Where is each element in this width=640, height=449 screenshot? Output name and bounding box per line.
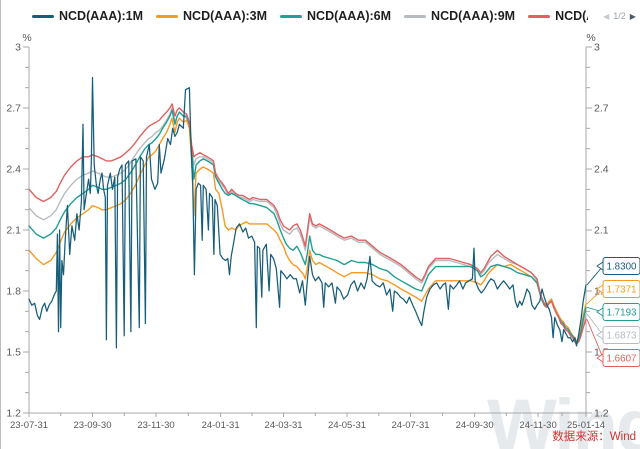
legend-label-ncd-1y-truncated: NCD(A <box>555 9 588 23</box>
y-tick-label-left: 2.7 <box>6 103 21 115</box>
end-value-notch-ncd-aaa-9m <box>596 330 604 340</box>
x-tick-label: 23-09-30 <box>73 420 111 431</box>
series-line-ncd-aaa-1y <box>28 103 587 345</box>
end-value-notch-ncd-aaa-3m <box>596 284 604 294</box>
legend-next-page-icon[interactable]: ▶ <box>629 11 636 21</box>
end-value-notch-ncd-aaa-1m <box>596 261 604 271</box>
legend-swatch-ncd-1m-icon <box>32 14 54 18</box>
y-tick-label-right: 2.7 <box>594 103 609 115</box>
legend-item-ncd-1m[interactable]: NCD(AAA):1M <box>32 9 143 23</box>
legend-swatch-ncd-6m-icon <box>280 14 303 18</box>
y-tick-label-left: 3 <box>15 42 21 54</box>
end-value-text-ncd-aaa-3m: 1.7371 <box>607 285 637 296</box>
x-tick-label: 24-03-31 <box>265 420 303 431</box>
legend-swatch-ncd-9m-icon <box>404 14 427 18</box>
legend-label-ncd-1m: NCD(AAA):1M <box>59 9 144 23</box>
legend-pager: ◀ 1/2 ▶ <box>603 11 636 21</box>
end-value-text-ncd-aaa-6m: 1.7193 <box>607 308 638 319</box>
y-tick-label-left: 1.8 <box>6 286 21 298</box>
legend-label-ncd-6m: NCD(AAA):6M <box>307 9 392 23</box>
x-tick-label: 24-09-30 <box>456 420 494 431</box>
legend-label-ncd-9m: NCD(AAA):9M <box>431 9 516 23</box>
y-tick-label-left: 1.2 <box>6 408 21 420</box>
unit-label-right: % <box>586 32 595 44</box>
y-tick-label-right: 2.4 <box>594 164 609 176</box>
legend-prev-page-icon[interactable]: ◀ <box>603 11 610 21</box>
y-tick-label-left: 1.5 <box>6 347 21 359</box>
x-tick-label: 25-01-14 <box>567 420 605 431</box>
legend-item-ncd-1y[interactable]: NCD(A <box>528 9 588 23</box>
end-value-text-ncd-aaa-1y: 1.6607 <box>607 354 637 365</box>
unit-label-left: % <box>22 32 31 44</box>
x-tick-label: 23-07-31 <box>10 420 48 431</box>
series-line-ncd-aaa-6m <box>28 109 587 343</box>
end-label-leader-ncd-aaa-1y <box>586 319 604 359</box>
legend-swatch-ncd-1y-icon <box>528 14 551 18</box>
x-tick-label: 24-05-31 <box>328 420 366 431</box>
end-value-notch-ncd-aaa-1y <box>596 353 604 363</box>
end-value-text-ncd-aaa-9m: 1.6873 <box>607 331 638 342</box>
legend-page-indicator: 1/2 <box>613 11 626 21</box>
legend: NCD(AAA):1M NCD(AAA):3M NCD(AAA):6M NCD(… <box>32 7 638 25</box>
x-tick-label: 23-11-30 <box>137 420 174 431</box>
legend-label-ncd-3m: NCD(AAA):3M <box>183 9 268 23</box>
end-label-leader-ncd-aaa-1m <box>586 265 604 286</box>
end-label-leader-ncd-aaa-9m <box>586 313 604 336</box>
wind-watermark: Wind <box>487 384 640 449</box>
legend-item-ncd-6m[interactable]: NCD(AAA):6M <box>280 9 391 23</box>
data-source-label: 数据来源：Wind <box>552 431 636 443</box>
x-tick-label: 24-11-30 <box>519 420 556 431</box>
end-value-text-ncd-aaa-1m: 1.8300 <box>607 262 638 273</box>
y-tick-label-left: 2.4 <box>6 164 21 176</box>
x-tick-label: 24-01-31 <box>202 420 240 431</box>
y-tick-label-right: 3 <box>594 42 600 54</box>
legend-item-ncd-9m[interactable]: NCD(AAA):9M <box>404 9 515 23</box>
x-tick-label: 24-07-31 <box>392 420 430 431</box>
legend-item-ncd-3m[interactable]: NCD(AAA):3M <box>156 9 267 23</box>
y-tick-label-left: 2.1 <box>6 225 21 237</box>
series-line-ncd-aaa-1m <box>28 76 587 349</box>
y-tick-label-right: 1.2 <box>594 408 609 420</box>
legend-swatch-ncd-3m-icon <box>156 14 179 18</box>
y-tick-label-right: 2.1 <box>594 225 609 237</box>
end-value-notch-ncd-aaa-6m <box>596 307 604 317</box>
